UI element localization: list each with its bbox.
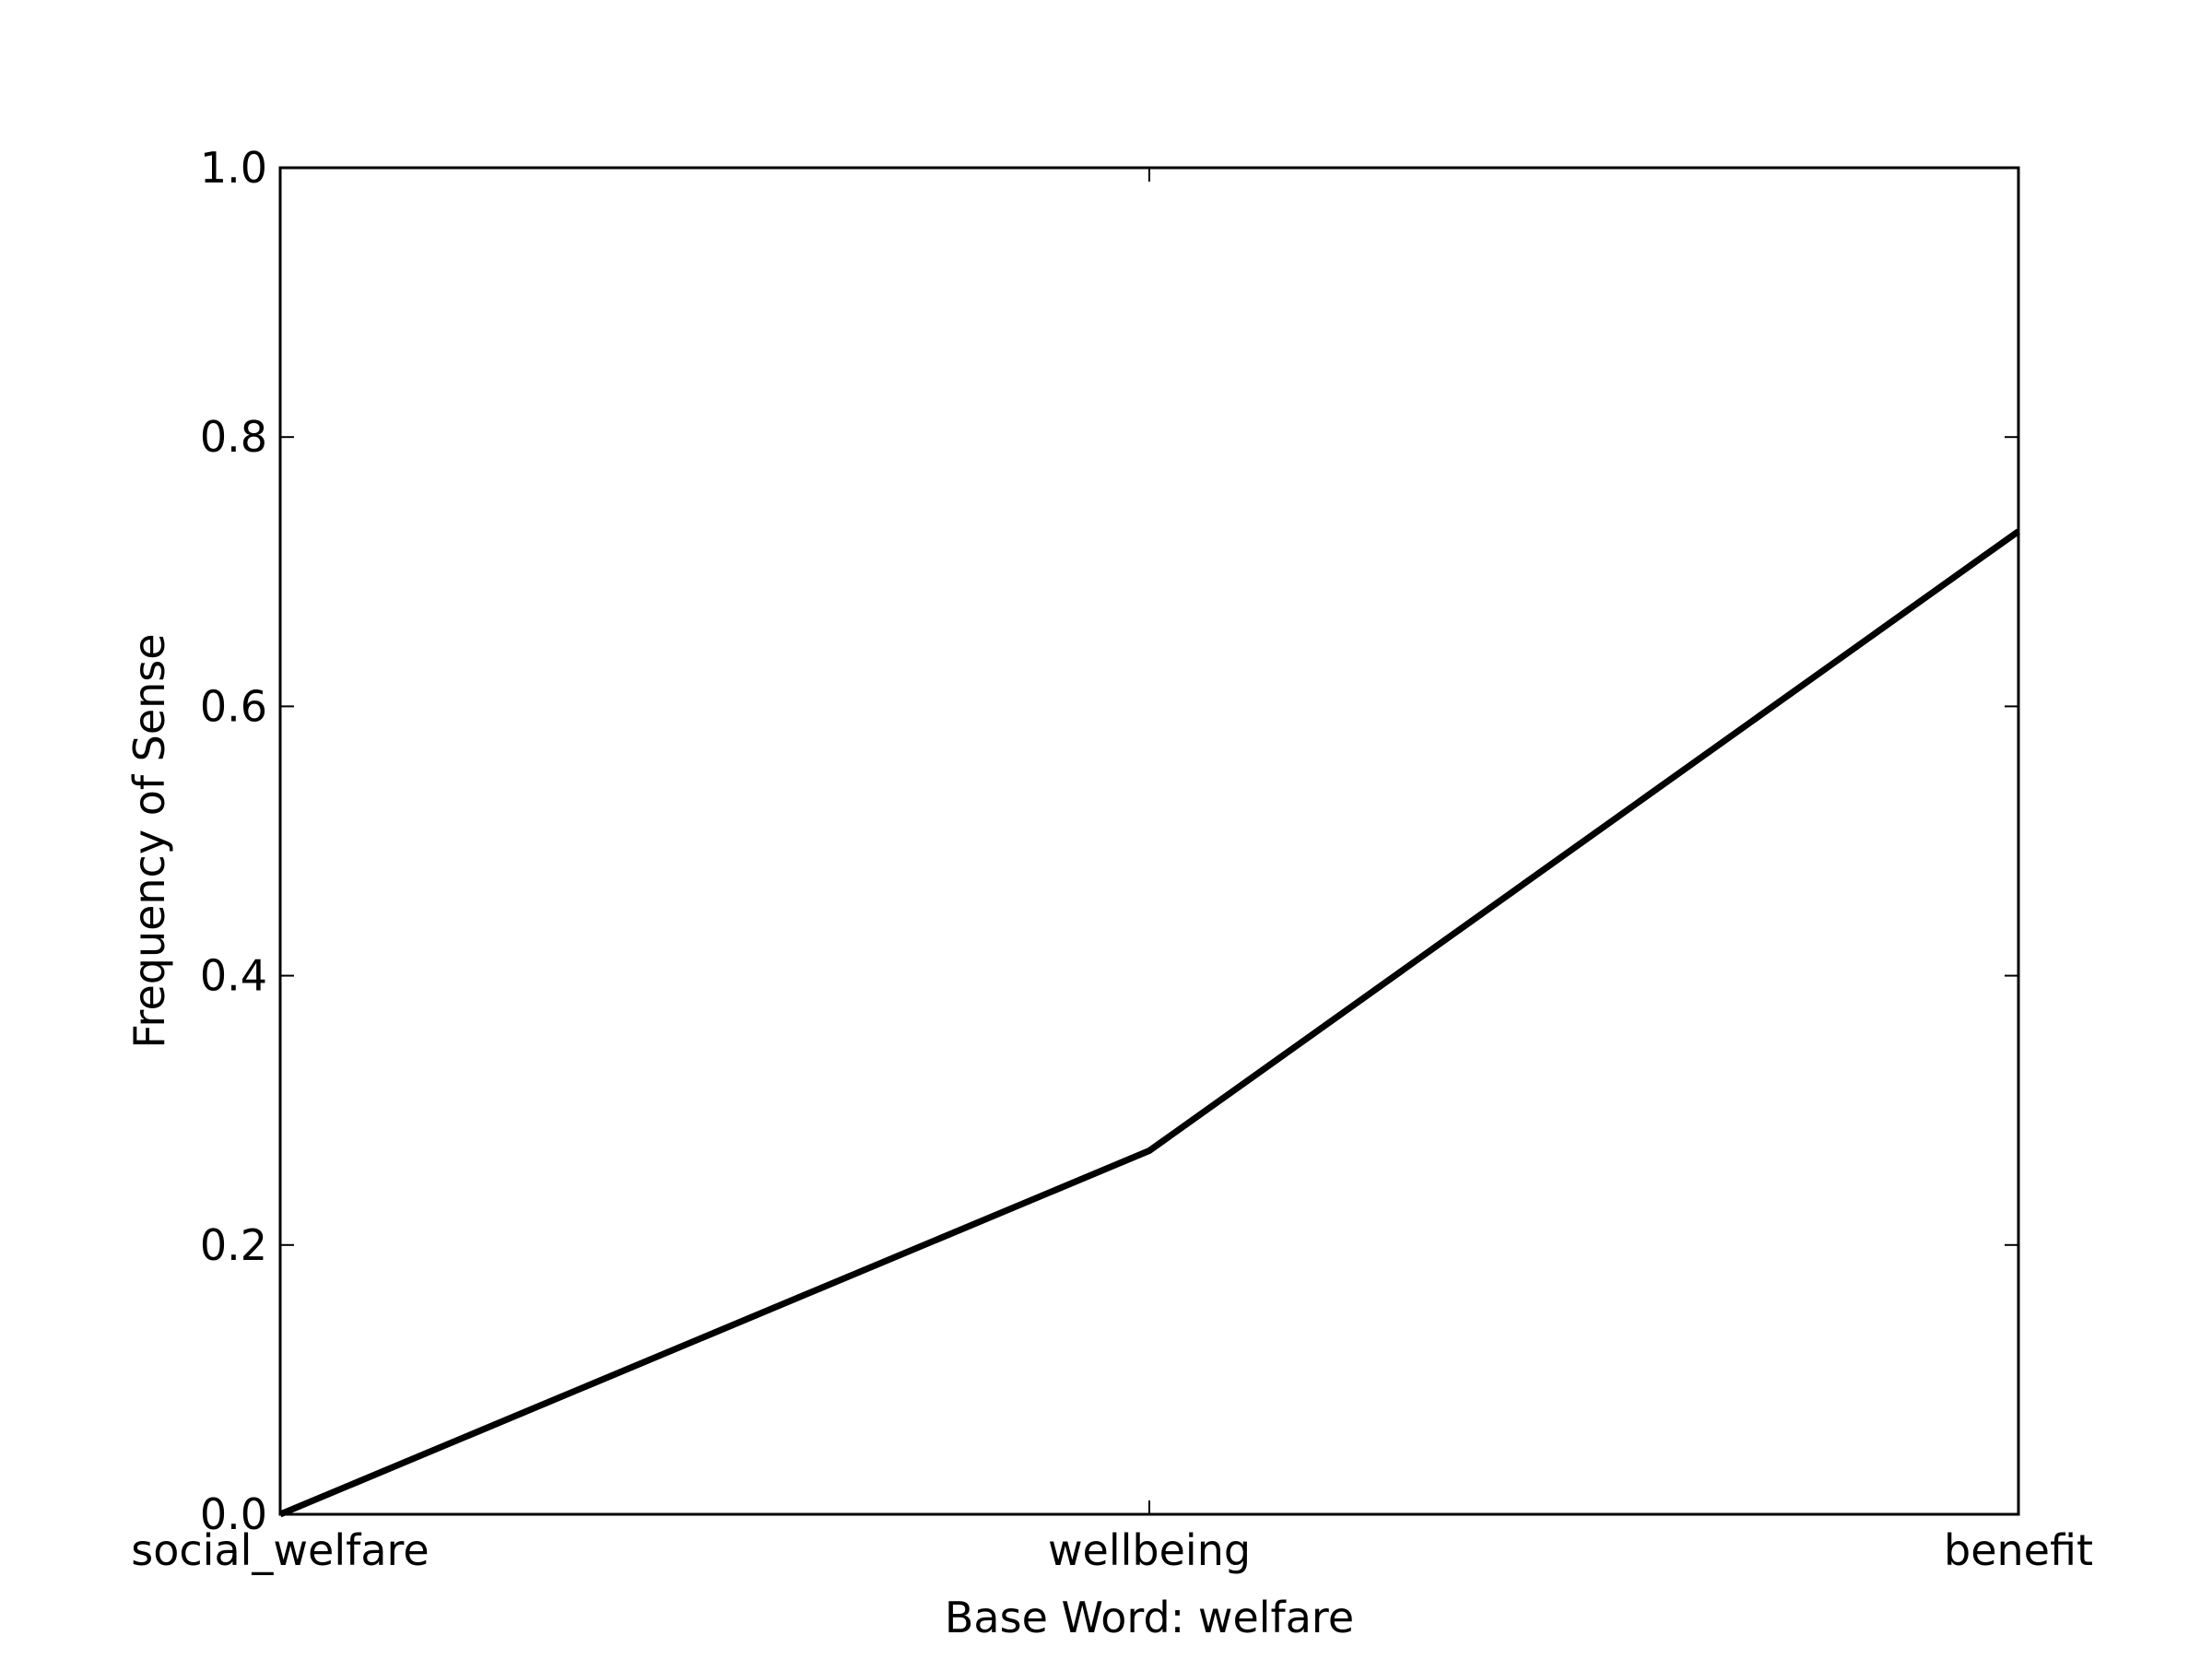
- y-tick-label: 1.0: [200, 143, 267, 193]
- x-tick-label: benefit: [1944, 1525, 2093, 1575]
- series-layer: [278, 528, 2021, 1518]
- plot-frame: [278, 166, 2020, 1516]
- y-tick-label: 0.8: [200, 412, 267, 462]
- y-tick-label: 0.6: [200, 681, 267, 731]
- x-tick-label: social_welfare: [131, 1525, 429, 1575]
- labels-layer: 0.0 0.2 0.4 0.6 0.8 1.0 social_welfare wellbein…: [131, 143, 2093, 1575]
- x-tick-label: wellbeing: [1048, 1525, 1251, 1575]
- x-axis-label: Base Word: welfare: [945, 1593, 1354, 1642]
- y-tick-label: 0.0: [200, 1489, 267, 1539]
- series-line: [278, 528, 2021, 1518]
- y-axis-label: Frequency of Sense: [124, 633, 174, 1048]
- y-tick-label: 0.2: [200, 1220, 267, 1270]
- y-tick-label: 0.4: [200, 951, 267, 1001]
